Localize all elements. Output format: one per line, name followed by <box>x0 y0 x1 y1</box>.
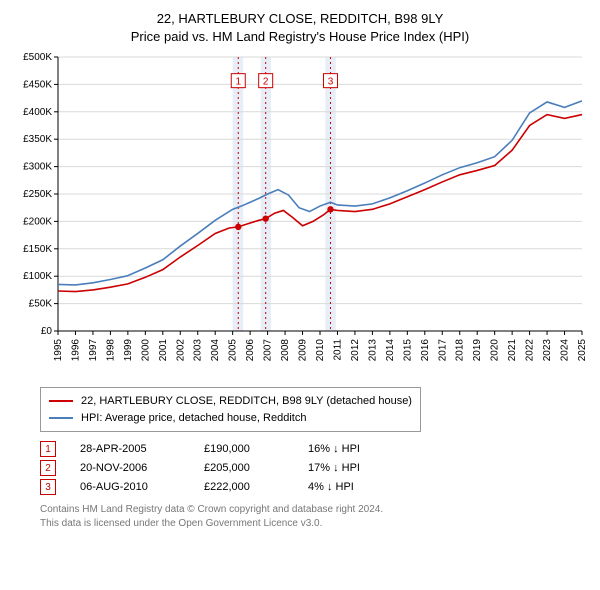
svg-text:2018: 2018 <box>455 339 466 362</box>
sale-marker: 1 <box>40 441 56 457</box>
svg-text:2021: 2021 <box>507 339 518 362</box>
sale-price: £222,000 <box>204 481 284 493</box>
sale-diff: 16% ↓ HPI <box>308 443 408 455</box>
svg-text:£400K: £400K <box>23 107 52 118</box>
svg-text:2015: 2015 <box>402 339 413 362</box>
svg-text:£150K: £150K <box>23 244 52 255</box>
svg-text:2024: 2024 <box>560 339 571 362</box>
svg-text:2: 2 <box>263 77 269 88</box>
svg-text:£50K: £50K <box>29 299 53 310</box>
svg-text:1996: 1996 <box>70 339 81 362</box>
svg-text:2023: 2023 <box>542 339 553 362</box>
svg-text:2007: 2007 <box>263 339 274 362</box>
svg-text:£0: £0 <box>41 326 53 337</box>
sale-row: 3 06-AUG-2010 £222,000 4% ↓ HPI <box>40 479 590 495</box>
svg-text:1995: 1995 <box>53 339 64 362</box>
title-subtitle: Price paid vs. HM Land Registry's House … <box>10 28 590 46</box>
legend-label: 22, HARTLEBURY CLOSE, REDDITCH, B98 9LY … <box>81 393 412 410</box>
sale-price: £190,000 <box>204 443 284 455</box>
svg-text:2005: 2005 <box>228 339 239 362</box>
legend-label: HPI: Average price, detached house, Redd… <box>81 410 306 427</box>
svg-text:2000: 2000 <box>140 339 151 362</box>
svg-text:2020: 2020 <box>490 339 501 362</box>
svg-text:2014: 2014 <box>385 339 396 362</box>
svg-text:1998: 1998 <box>105 339 116 362</box>
chart-footer: Contains HM Land Registry data © Crown c… <box>40 503 590 530</box>
svg-text:2013: 2013 <box>367 339 378 362</box>
legend-swatch <box>49 400 73 402</box>
footer-copyright: Contains HM Land Registry data © Crown c… <box>40 503 590 517</box>
svg-text:£350K: £350K <box>23 134 52 145</box>
legend-row: HPI: Average price, detached house, Redd… <box>49 410 412 427</box>
legend-row: 22, HARTLEBURY CLOSE, REDDITCH, B98 9LY … <box>49 393 412 410</box>
svg-text:£100K: £100K <box>23 271 52 282</box>
svg-text:3: 3 <box>328 77 334 88</box>
svg-text:£300K: £300K <box>23 162 52 173</box>
chart-plot-area: £0 £50K £100K £150K £200K £250K £300K £350K £400… <box>10 49 590 379</box>
chart-legend: 22, HARTLEBURY CLOSE, REDDITCH, B98 9LY … <box>40 387 421 432</box>
svg-text:2004: 2004 <box>210 339 221 362</box>
svg-text:2009: 2009 <box>298 339 309 362</box>
svg-text:1997: 1997 <box>88 339 99 362</box>
chart-container: 22, HARTLEBURY CLOSE, REDDITCH, B98 9LY … <box>0 0 600 536</box>
sale-row: 1 28-APR-2005 £190,000 16% ↓ HPI <box>40 441 590 457</box>
sale-diff: 4% ↓ HPI <box>308 481 408 493</box>
sale-diff: 17% ↓ HPI <box>308 462 408 474</box>
svg-text:£500K: £500K <box>23 52 52 63</box>
svg-text:2001: 2001 <box>158 339 169 362</box>
svg-text:2002: 2002 <box>175 339 186 362</box>
svg-text:2022: 2022 <box>525 339 536 362</box>
svg-text:1999: 1999 <box>123 339 134 362</box>
chart-svg: £0 £50K £100K £150K £200K £250K £300K £350K £400… <box>10 49 590 379</box>
sales-table: 1 28-APR-2005 £190,000 16% ↓ HPI 2 20-NOV-200… <box>40 441 590 495</box>
svg-text:2017: 2017 <box>437 339 448 362</box>
svg-text:2012: 2012 <box>350 339 361 362</box>
svg-text:2010: 2010 <box>315 339 326 362</box>
svg-text:2003: 2003 <box>193 339 204 362</box>
legend-swatch <box>49 417 73 419</box>
footer-licence: This data is licensed under the Open Gov… <box>40 517 590 531</box>
sale-marker: 2 <box>40 460 56 476</box>
svg-text:2006: 2006 <box>245 339 256 362</box>
svg-text:£250K: £250K <box>23 189 52 200</box>
svg-text:£450K: £450K <box>23 79 52 90</box>
sale-date: 06-AUG-2010 <box>80 481 180 493</box>
svg-text:2025: 2025 <box>577 339 588 362</box>
svg-text:1: 1 <box>235 77 241 88</box>
svg-text:2011: 2011 <box>332 339 343 361</box>
sale-price: £205,000 <box>204 462 284 474</box>
svg-text:2019: 2019 <box>472 339 483 362</box>
sale-row: 2 20-NOV-2006 £205,000 17% ↓ HPI <box>40 460 590 476</box>
svg-text:£200K: £200K <box>23 216 52 227</box>
sale-date: 20-NOV-2006 <box>80 462 180 474</box>
svg-text:2016: 2016 <box>420 339 431 362</box>
chart-title: 22, HARTLEBURY CLOSE, REDDITCH, B98 9LY … <box>10 10 590 45</box>
sale-date: 28-APR-2005 <box>80 443 180 455</box>
svg-text:2008: 2008 <box>280 339 291 362</box>
sale-marker: 3 <box>40 479 56 495</box>
title-address: 22, HARTLEBURY CLOSE, REDDITCH, B98 9LY <box>10 10 590 28</box>
